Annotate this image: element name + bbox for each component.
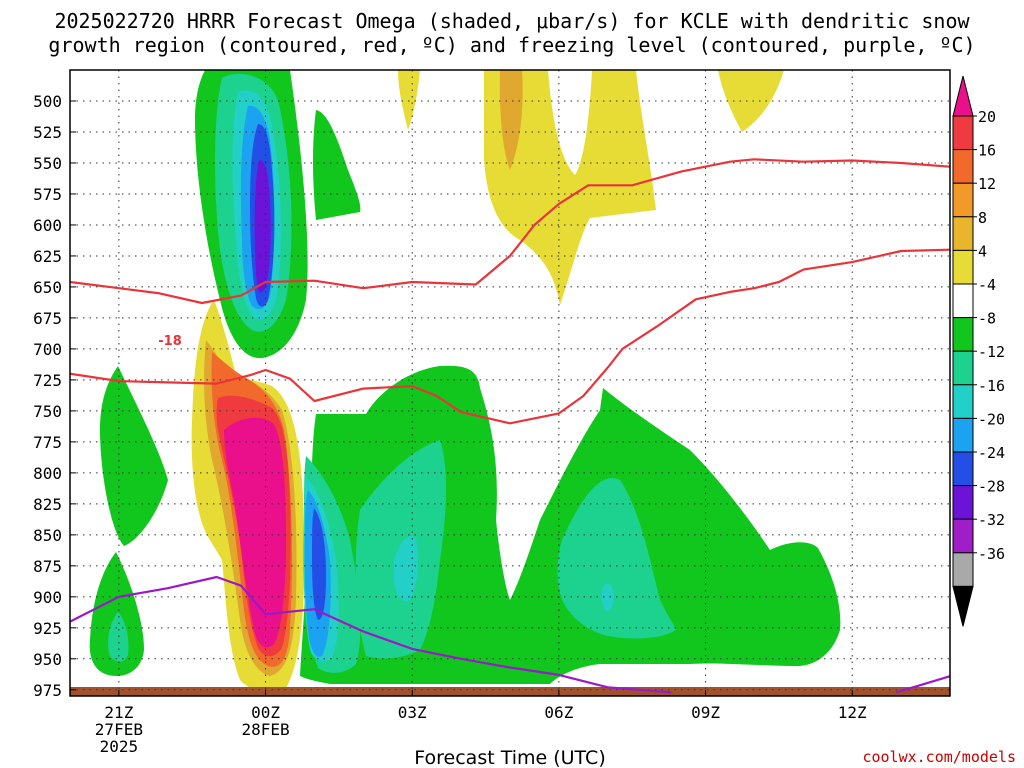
colorbar-bottom-arrow [952, 585, 974, 627]
x-tick-label: 03Z [398, 703, 427, 722]
shade-negative-left-upper [100, 366, 168, 546]
ground-surface [70, 687, 950, 696]
omega-colorbar: 20 16 12 8 4 -4 -8 -12 -16 -20 -24 -28 -32 -36 [952, 75, 1005, 627]
y-tick-label: 500 [33, 92, 62, 111]
y-tick-label: 750 [33, 402, 62, 421]
colorbar-segment [952, 518, 974, 554]
contour-label-minus-18: -18 [158, 334, 182, 349]
x-tick-label: 2025 [100, 737, 139, 756]
shade-positive-lower-core-level5 [224, 417, 286, 648]
y-tick-label: 700 [33, 340, 62, 359]
credit-text: coolwx.com/models [862, 748, 1016, 766]
colorbar-label: -4 [978, 276, 996, 294]
y-tick-label: 725 [33, 371, 62, 390]
shade-negative-upper-column-level6 [254, 160, 271, 293]
y-tick-label: 950 [33, 650, 62, 669]
colorbar-top-arrow [952, 75, 974, 117]
colorbar-segment [952, 317, 974, 352]
shade-positive-top-left-bump [398, 70, 420, 130]
y-tick-label: 675 [33, 309, 62, 328]
colorbar-segment [952, 350, 974, 386]
y-tick-label: 600 [33, 216, 62, 235]
shade-positive-top-center-core [499, 70, 523, 170]
colorbar-segment [952, 115, 974, 151]
colorbar-segment [952, 451, 974, 487]
x-tick-label: 00Z [251, 703, 280, 722]
dendritic-growth-contour [70, 248, 950, 425]
dendritic-growth-contour [70, 158, 950, 305]
shade-positive-top-center [484, 70, 656, 305]
contour-lines [70, 158, 950, 694]
colorbar-label: -16 [978, 377, 1005, 395]
x-axis-label: Forecast Time (UTC) [414, 747, 605, 768]
colorbar-label: -20 [978, 410, 1005, 428]
y-tick-label: 800 [33, 464, 62, 483]
colorbar-label: -32 [978, 511, 1005, 529]
y-tick-label: 575 [33, 185, 62, 204]
chart-title-line-1: 2025022720 HRRR Forecast Omega (shaded, … [54, 9, 970, 33]
x-tick-label: 09Z [691, 703, 720, 722]
colorbar-segment [952, 182, 974, 218]
shade-negative-lower-level3-right [601, 583, 615, 612]
y-tick-label: 550 [33, 154, 62, 173]
shade-negative-lower-level5-left [312, 508, 326, 620]
colorbar-segment [952, 249, 974, 285]
colorbar-segment [952, 552, 974, 587]
shade-positive-top-right [718, 70, 784, 132]
y-tick-label: 925 [33, 619, 62, 638]
plot-frame [69, 69, 951, 697]
chart-title-line-2: growth region (contoured, red, ºC) and f… [48, 33, 975, 57]
colorbar-segment [952, 149, 974, 184]
y-tick-label: 525 [33, 123, 62, 142]
colorbar-segment [952, 485, 974, 520]
x-tick-label: 21Z [104, 703, 133, 722]
colorbar-label: -36 [978, 545, 1005, 563]
y-tick-label: 975 [33, 681, 62, 700]
colorbar-label: 20 [978, 108, 996, 126]
y-tick-label: 825 [33, 495, 62, 514]
y-tick-label: 650 [33, 278, 62, 297]
colorbar-label: 4 [978, 242, 987, 260]
y-tick-label: 900 [33, 588, 62, 607]
colorbar-label: 12 [978, 175, 996, 193]
shade-negative-small-upper [313, 110, 361, 220]
colorbar-segment [952, 417, 974, 453]
colorbar-label: -8 [978, 310, 996, 328]
colorbar-segment [952, 216, 974, 251]
y-tick-label: 775 [33, 433, 62, 452]
colorbar-segment [952, 283, 974, 319]
grid-lines [70, 70, 950, 696]
freezing-level-contour [895, 675, 950, 694]
freezing-level-contour [70, 575, 672, 694]
colorbar-label: -24 [978, 444, 1005, 462]
y-axis-pressure-ticks: 500 525 550 575 600 625 650 675 700 725 750 775 800 8… [33, 92, 76, 700]
colorbar-label: -12 [978, 343, 1005, 361]
y-tick-label: 625 [33, 247, 62, 266]
colorbar-label: 8 [978, 209, 987, 227]
y-tick-label: 850 [33, 526, 62, 545]
colorbar-segment [952, 384, 974, 419]
shade-negative-lower-level2-right [557, 478, 676, 639]
colorbar-label: -28 [978, 478, 1005, 496]
shade-negative-left-lower-level2 [108, 612, 129, 662]
x-tick-label: 27FEB [95, 720, 143, 739]
y-tick-label: 875 [33, 557, 62, 576]
x-tick-label: 12Z [838, 703, 867, 722]
x-tick-label: 28FEB [241, 720, 289, 739]
x-tick-label: 06Z [544, 703, 573, 722]
colorbar-label: 16 [978, 142, 996, 160]
